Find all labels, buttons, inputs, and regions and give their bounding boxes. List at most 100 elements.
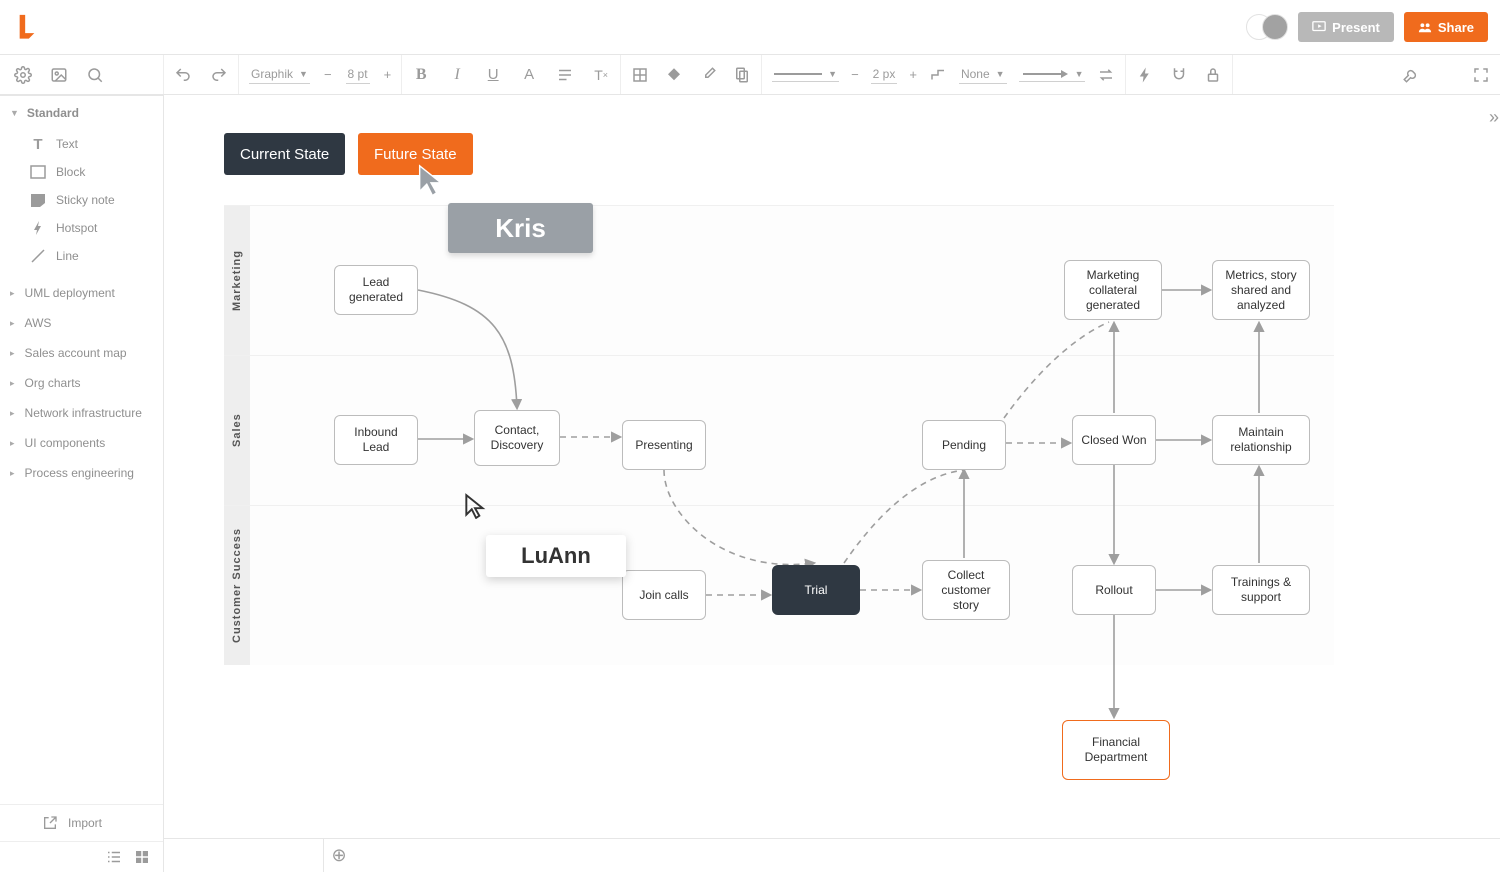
- fill-group: [621, 55, 762, 94]
- chevron-right-icon: ▸: [10, 378, 15, 389]
- underline-icon[interactable]: U: [484, 66, 502, 84]
- avatar[interactable]: [1262, 14, 1288, 40]
- sidebar-cat-label: Network infrastructure: [25, 406, 142, 420]
- undo-redo-group: [164, 55, 239, 94]
- panel-view-toggle: [0, 841, 163, 872]
- list-view-icon[interactable]: [105, 848, 123, 866]
- magnet-icon[interactable]: [1170, 66, 1188, 84]
- node-presenting[interactable]: Presenting: [622, 420, 706, 470]
- chevron-right-icon: ▸: [10, 438, 15, 449]
- chevron-right-icon: ▸: [10, 288, 15, 299]
- swimlane-label: Customer Success: [224, 506, 250, 665]
- page-tab[interactable]: [164, 839, 324, 872]
- sidebar-cat-uml[interactable]: ▸ UML deployment: [0, 278, 163, 308]
- collaborator-avatars[interactable]: [1246, 14, 1288, 40]
- wrench-icon[interactable]: [1402, 66, 1420, 84]
- line-end-value: None: [961, 67, 990, 81]
- sidebar-cat-ui[interactable]: ▸UI components: [0, 428, 163, 458]
- node-inbound-lead[interactable]: Inbound Lead: [334, 415, 418, 465]
- font-size-decrease[interactable]: −: [324, 67, 332, 82]
- line-style-preview[interactable]: ▼: [772, 67, 839, 82]
- node-rollout[interactable]: Rollout: [1072, 565, 1156, 615]
- shapes-panel: ▼ Standard TText Block Sticky note Hotsp…: [0, 95, 164, 872]
- text-color-icon[interactable]: A: [520, 66, 538, 84]
- node-marketing-collateral[interactable]: Marketing collateral generated: [1064, 260, 1162, 320]
- app-logo[interactable]: [16, 12, 38, 42]
- chevron-down-icon: ▼: [10, 108, 19, 118]
- sidebar-item-sticky[interactable]: Sticky note: [30, 186, 163, 214]
- sidebar-cat-process[interactable]: ▸Process engineering: [0, 458, 163, 488]
- font-size-select[interactable]: 8 pt: [346, 65, 370, 84]
- lock-icon[interactable]: [1204, 66, 1222, 84]
- undo-icon[interactable]: [174, 66, 192, 84]
- arrow-style-select[interactable]: ▼: [1019, 67, 1086, 82]
- line-end-select[interactable]: None▼: [959, 65, 1007, 84]
- node-collect-story[interactable]: Collect customer story: [922, 560, 1010, 620]
- sticky-icon: [30, 192, 46, 208]
- sidebar-cat-network[interactable]: ▸Network infrastructure: [0, 398, 163, 428]
- swimlane-container[interactable]: Marketing Sales Customer Success Lead ge…: [224, 205, 1334, 665]
- grid-view-icon[interactable]: [133, 848, 151, 866]
- sidebar-cat-sales[interactable]: ▸Sales account map: [0, 338, 163, 368]
- node-contact-discovery[interactable]: Contact, Discovery: [474, 410, 560, 466]
- sidebar-cat-label: AWS: [25, 316, 52, 330]
- standard-label: Standard: [27, 106, 79, 120]
- diagram-layer: Current State Future State Marketing Sal…: [164, 95, 1500, 838]
- sidebar-item-label: Block: [56, 165, 85, 179]
- font-size-increase[interactable]: +: [384, 67, 392, 82]
- node-closed-won[interactable]: Closed Won: [1072, 415, 1156, 465]
- node-financial-department[interactable]: Financial Department: [1062, 720, 1170, 780]
- image-icon[interactable]: [50, 66, 68, 84]
- collaborator-tag-luann: LuAnn: [486, 535, 626, 577]
- clear-format-icon[interactable]: T×: [592, 66, 610, 84]
- font-size-value: 8 pt: [348, 67, 368, 81]
- sidebar-cat-org[interactable]: ▸ Org charts: [0, 368, 163, 398]
- node-maintain-relationship[interactable]: Maintain relationship: [1212, 415, 1310, 465]
- collaborator-cursor-luann: [462, 493, 488, 519]
- panel-section-standard[interactable]: ▼ Standard: [0, 96, 163, 126]
- sidebar-item-hotspot[interactable]: Hotspot: [30, 214, 163, 242]
- fill-icon[interactable]: [665, 66, 683, 84]
- sidebar-item-line[interactable]: Line: [30, 242, 163, 270]
- block-icon: [30, 164, 46, 180]
- sidebar-cat-label: Process engineering: [25, 466, 134, 480]
- share-button[interactable]: Share: [1404, 12, 1488, 42]
- eyedropper-icon[interactable]: [699, 66, 717, 84]
- node-trial[interactable]: Trial: [772, 565, 860, 615]
- tab-current-state[interactable]: Current State: [224, 133, 345, 175]
- border-icon[interactable]: [631, 66, 649, 84]
- right-tools-group: [1392, 55, 1500, 94]
- swimlane-label: Sales: [224, 356, 250, 505]
- redo-icon[interactable]: [210, 66, 228, 84]
- swap-arrow-icon[interactable]: [1097, 66, 1115, 84]
- add-page-button[interactable]: ⊕: [324, 845, 354, 866]
- sidebar-item-text[interactable]: TText: [30, 130, 163, 158]
- import-label: Import: [68, 816, 102, 830]
- chevron-right-icon: ▸: [10, 348, 15, 359]
- line-routing-icon[interactable]: [929, 66, 947, 84]
- action-icon[interactable]: [1136, 66, 1154, 84]
- sidebar-item-block[interactable]: Block: [30, 158, 163, 186]
- search-icon[interactable]: [86, 66, 104, 84]
- italic-icon[interactable]: I: [448, 66, 466, 84]
- sidebar-cat-label: UML deployment: [25, 286, 115, 300]
- node-join-calls[interactable]: Join calls: [622, 570, 706, 620]
- gear-icon[interactable]: [14, 66, 32, 84]
- node-lead-generated[interactable]: Lead generated: [334, 265, 418, 315]
- import-button[interactable]: Import: [0, 804, 163, 841]
- bold-icon[interactable]: B: [412, 66, 430, 84]
- line-width-select[interactable]: 2 px: [871, 65, 898, 84]
- node-pending[interactable]: Pending: [922, 420, 1006, 470]
- line-width-increase[interactable]: +: [909, 67, 917, 82]
- align-icon[interactable]: [556, 66, 574, 84]
- paste-style-icon[interactable]: [733, 66, 751, 84]
- font-family-select[interactable]: Graphik▼: [249, 65, 310, 84]
- node-metrics[interactable]: Metrics, story shared and analyzed: [1212, 260, 1310, 320]
- fullscreen-icon[interactable]: [1472, 66, 1490, 84]
- canvas[interactable]: » Current State Future State Marketing S…: [164, 95, 1500, 838]
- sidebar-cat-label: Org charts: [25, 376, 81, 390]
- sidebar-cat-aws[interactable]: ▸AWS: [0, 308, 163, 338]
- line-width-decrease[interactable]: −: [851, 67, 859, 82]
- node-trainings-support[interactable]: Trainings & support: [1212, 565, 1310, 615]
- present-button[interactable]: Present: [1298, 12, 1394, 42]
